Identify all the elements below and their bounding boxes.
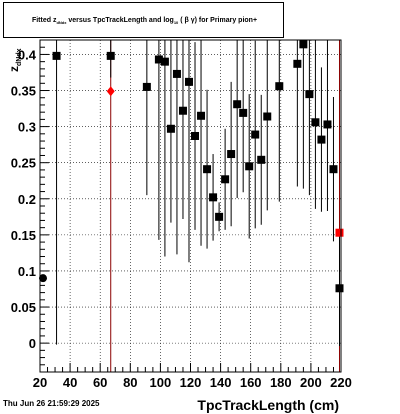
data-point-square xyxy=(215,212,224,221)
data-point-square xyxy=(245,162,254,171)
data-point-square xyxy=(323,120,332,129)
data-point-square xyxy=(251,130,260,139)
x-tick-label: 140 xyxy=(210,375,232,390)
data-point-square xyxy=(317,135,326,144)
data-point-square xyxy=(263,112,272,121)
data-point-square xyxy=(106,51,115,60)
data-point-square xyxy=(154,55,163,64)
x-axis-label: TpcTrackLength (cm) xyxy=(197,397,339,413)
data-point-square xyxy=(293,59,302,68)
title-suffix: ( β γ) for Primary pion+ xyxy=(178,17,258,24)
y-tick-label: 0.35 xyxy=(11,84,36,99)
data-point-square xyxy=(221,175,230,184)
x-tick-label: 180 xyxy=(270,375,292,390)
x-tick-label: 160 xyxy=(240,375,262,390)
axes xyxy=(39,39,342,373)
x-tick-label: 100 xyxy=(150,375,172,390)
y-tick-label: 0.4 xyxy=(18,47,37,62)
data-series xyxy=(39,40,344,372)
data-point-square xyxy=(203,165,212,174)
x-tick-label: 80 xyxy=(123,375,137,390)
data-point-square xyxy=(233,100,242,109)
data-point-square xyxy=(257,155,266,164)
title-mid: versus TpcTrackLength and log xyxy=(66,17,174,24)
data-point-square xyxy=(197,111,206,120)
data-point-square xyxy=(178,106,187,115)
data-point-square xyxy=(52,51,61,60)
title-box: Fitted zdNdx versus TpcTrackLength and l… xyxy=(3,2,284,38)
data-point-square xyxy=(311,118,320,127)
data-point-square xyxy=(166,124,175,133)
y-tick-label: 0.15 xyxy=(11,228,36,243)
x-tick-label: 60 xyxy=(93,375,107,390)
y-tick-label: 0.2 xyxy=(18,192,36,207)
title-prefix: Fitted z xyxy=(31,17,57,24)
data-point-square xyxy=(191,131,200,140)
data-point-square xyxy=(160,57,169,66)
data-point-square xyxy=(329,165,338,174)
y-tick-label: 0.25 xyxy=(11,156,36,171)
data-point-square xyxy=(335,284,344,293)
y-tick-label: 0.3 xyxy=(18,120,36,135)
data-point-square xyxy=(275,82,284,91)
title-sub-dndx: dNdx xyxy=(56,20,67,25)
data-point-square xyxy=(209,193,218,202)
x-tick-label: 20 xyxy=(33,375,47,390)
data-point-square xyxy=(239,108,248,117)
y-tick-label: 0.05 xyxy=(11,300,36,315)
data-point-square xyxy=(227,150,236,159)
data-point-square xyxy=(172,69,181,78)
x-tick-label: 220 xyxy=(330,375,352,390)
chart-title: Fitted zdNdx versus TpcTrackLength and l… xyxy=(4,3,285,39)
x-tick-label: 40 xyxy=(63,375,77,390)
x-tick-label: 200 xyxy=(300,375,322,390)
data-point-diamond xyxy=(106,86,115,97)
data-point-square xyxy=(299,40,308,49)
y-axis-label: zdNdx xyxy=(7,48,23,72)
title-sub-10: 10 xyxy=(173,20,179,25)
y-tick-label: 0.1 xyxy=(18,264,36,279)
timestamp: Thu Jun 26 21:59:29 2025 xyxy=(3,399,100,408)
tick-labels: 20 40 60 80 100 120 140 160 180 200 220 0 0.05 0.1 0.1… xyxy=(11,47,352,390)
grid xyxy=(40,40,341,372)
x-tick-label: 120 xyxy=(180,375,202,390)
y-tick-label: 0 xyxy=(29,336,36,351)
data-point-square xyxy=(184,77,193,86)
data-point-square xyxy=(335,228,344,237)
data-point-square xyxy=(142,82,151,91)
data-point-square xyxy=(305,90,314,99)
